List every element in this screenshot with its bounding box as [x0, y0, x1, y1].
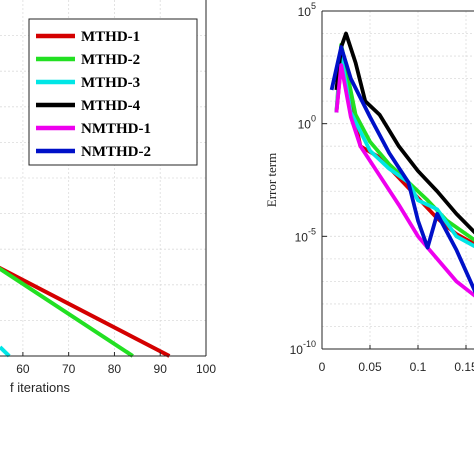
left-x-tick-label: 70	[62, 362, 76, 376]
right-series-line-mthd-4	[334, 31, 474, 235]
right-x-tick-label: 0.05	[358, 360, 382, 374]
left-x-tick-label: 60	[16, 362, 30, 376]
legend-entry-nmthd-2: NMTHD-2	[81, 144, 151, 160]
right-series-line-nmthd-1	[334, 63, 474, 298]
legend-entry-mthd-2: MTHD-2	[81, 52, 140, 68]
legend-entry-nmthd-1: NMTHD-1	[81, 121, 151, 137]
legend-entry-mthd-1: MTHD-1	[81, 29, 140, 45]
legend: MTHD-1 MTHD-2 MTHD-3 MTHD-4 NMTHD-1 NMTHD-2	[28, 18, 198, 166]
left-x-axis-label: f iterations	[10, 380, 70, 395]
legend-entry-mthd-4: MTHD-4	[81, 98, 141, 114]
left-x-tick-label: 100	[196, 362, 216, 376]
left-series-line-mthd-3	[0, 345, 11, 358]
right-y-axis-label: Error term	[264, 153, 279, 208]
right-x-tick-label: 0.1	[410, 360, 427, 374]
right-y-tick-label: 100	[298, 114, 316, 132]
right-y-tick-label: 10-5	[295, 226, 316, 244]
right-y-tick-label: 105	[298, 1, 316, 19]
legend-entry-mthd-3: MTHD-3	[81, 75, 140, 91]
legend-box	[28, 18, 198, 166]
left-x-tick-label: 80	[108, 362, 122, 376]
right-x-tick-label: 0.15	[454, 360, 474, 374]
right-x-tick-label: 0	[319, 360, 326, 374]
right-plot: 0 0.05 0.1 0.15 105 100 10-5 10-10 Error term	[264, 1, 474, 374]
left-x-tick-label: 90	[154, 362, 168, 376]
right-series-line-nmthd-2	[329, 45, 474, 295]
left-series-line-mthd-2	[0, 266, 134, 358]
right-y-tick-label: 10-10	[290, 339, 316, 357]
